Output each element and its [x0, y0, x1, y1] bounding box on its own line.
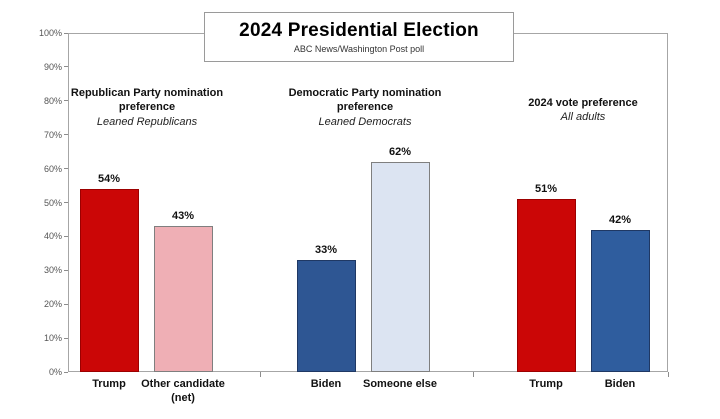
- y-axis-tick-label: 90%: [43, 61, 62, 72]
- bar: [79, 188, 139, 372]
- category-label: Biden: [604, 378, 636, 390]
- x-axis-tick-mark: [260, 372, 261, 377]
- group-header-subtitle: Leaned Republicans: [96, 115, 198, 128]
- y-axis-tick-label: 50%: [43, 197, 62, 208]
- y-axis-tick-mark: [64, 134, 68, 136]
- y-axis-tick-label: 80%: [43, 95, 62, 106]
- bar-value-label: 33%: [314, 244, 338, 257]
- x-axis-tick-mark: [668, 372, 669, 377]
- chart-title: 2024 Presidential Election: [239, 20, 479, 41]
- y-axis-tick-mark: [64, 371, 68, 373]
- group-header-subtitle: All adults: [560, 111, 606, 124]
- y-axis-tick-mark: [64, 66, 68, 68]
- group-header-title: Republican Party nomination preference: [70, 87, 224, 114]
- y-axis-tick-mark: [64, 235, 68, 237]
- y-axis-tick-label: 100%: [38, 28, 62, 38]
- group-header: 2024 vote preference All adults: [488, 96, 678, 125]
- category-label: Trump: [529, 378, 563, 390]
- category-label: Biden: [310, 378, 342, 390]
- y-axis-tick-label: 70%: [43, 129, 62, 140]
- bar-value-label: 51%: [534, 183, 558, 196]
- category-label: Someone else: [363, 378, 437, 390]
- category-label: Trump: [92, 378, 126, 390]
- y-axis-tick-label: 60%: [43, 163, 62, 174]
- y-axis-tick-mark: [64, 337, 68, 339]
- bar: [516, 199, 576, 372]
- group-header: Republican Party nomination preference Le…: [52, 86, 242, 129]
- y-axis-tick-label: 40%: [43, 231, 62, 242]
- y-axis-tick-label: 30%: [43, 265, 62, 276]
- bar-value-label: 43%: [171, 210, 195, 223]
- bar: [153, 226, 213, 372]
- chart-subtitle: ABC News/Washington Post poll: [293, 44, 425, 54]
- y-axis-tick-mark: [64, 269, 68, 271]
- x-axis-tick-mark: [473, 372, 474, 377]
- y-axis-tick-label: 0%: [48, 367, 62, 377]
- bar-value-label: 62%: [388, 145, 412, 158]
- chart-title-box: 2024 Presidential Election ABC News/Wash…: [204, 12, 514, 62]
- y-axis-tick-mark: [64, 202, 68, 203]
- y-axis-tick-label: 20%: [43, 299, 62, 310]
- bar-value-label: 42%: [608, 213, 632, 226]
- y-axis-tick-label: 10%: [43, 333, 62, 344]
- y-axis-tick-mark: [64, 32, 68, 34]
- y-axis-tick-mark: [64, 168, 68, 170]
- group-header: Democratic Party nomination preference Le…: [270, 86, 460, 129]
- y-axis-tick-mark: [64, 100, 68, 102]
- bar: [590, 229, 650, 372]
- category-label: Other candidate (net): [141, 378, 225, 404]
- group-header-title: 2024 vote preference: [528, 97, 638, 109]
- group-header-subtitle: Leaned Democrats: [318, 115, 412, 128]
- bar-value-label: 54%: [97, 172, 121, 185]
- bar: [370, 161, 430, 372]
- bar: [296, 260, 356, 372]
- group-header-title: Democratic Party nomination preference: [288, 87, 442, 114]
- y-axis-tick-mark: [64, 303, 68, 305]
